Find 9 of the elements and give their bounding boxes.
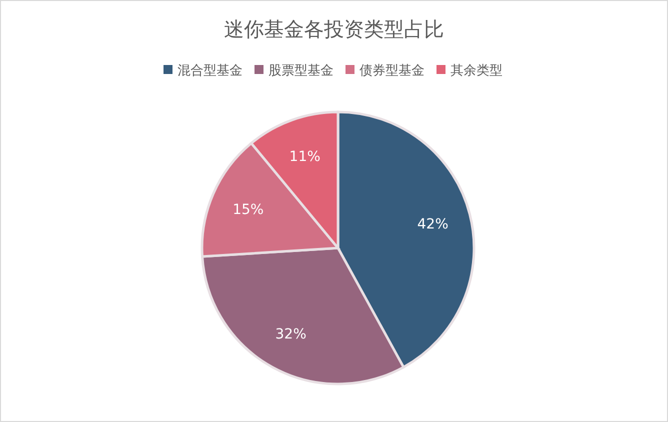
legend-label: 债券型基金 (360, 64, 424, 79)
legend-label: 混合型基金 (178, 64, 242, 79)
legend-label: 其余类型 (450, 64, 502, 79)
data-label: 32% (275, 326, 306, 343)
legend-label: 股票型基金 (268, 64, 334, 79)
chart-title: 迷你基金各投资类型占比 (224, 17, 444, 41)
data-label: 11% (289, 148, 320, 165)
data-label: 42% (417, 216, 448, 233)
data-label: 15% (232, 202, 264, 218)
